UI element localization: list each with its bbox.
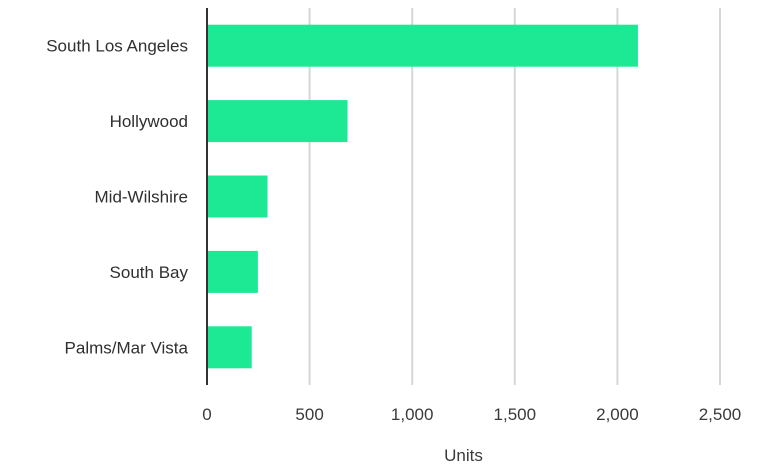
category-label: South Los Angeles [46,37,188,56]
bar [207,175,268,218]
bar [207,100,348,143]
x-tick-label: 2,500 [699,405,742,424]
category-label: South Bay [110,263,189,282]
bar [207,24,638,67]
x-axis-title: Units [444,446,483,465]
x-tick-labels: 0 500 1,000 1,500 2,000 2,500 [202,405,741,424]
x-tick-label: 1,500 [494,405,537,424]
category-labels: South Los Angeles Hollywood Mid-Wilshire So… [46,37,188,358]
bars [207,24,638,369]
category-label: Mid-Wilshire [95,188,189,207]
x-tick-label: 2,000 [596,405,639,424]
gridlines [308,8,721,385]
bar [207,326,252,369]
x-tick-label: 1,000 [391,405,434,424]
category-label: Palms/Mar Vista [65,338,189,357]
category-label: Hollywood [110,112,188,131]
bar [207,250,258,293]
x-tick-label: 500 [295,405,323,424]
x-tick-label: 0 [202,405,211,424]
